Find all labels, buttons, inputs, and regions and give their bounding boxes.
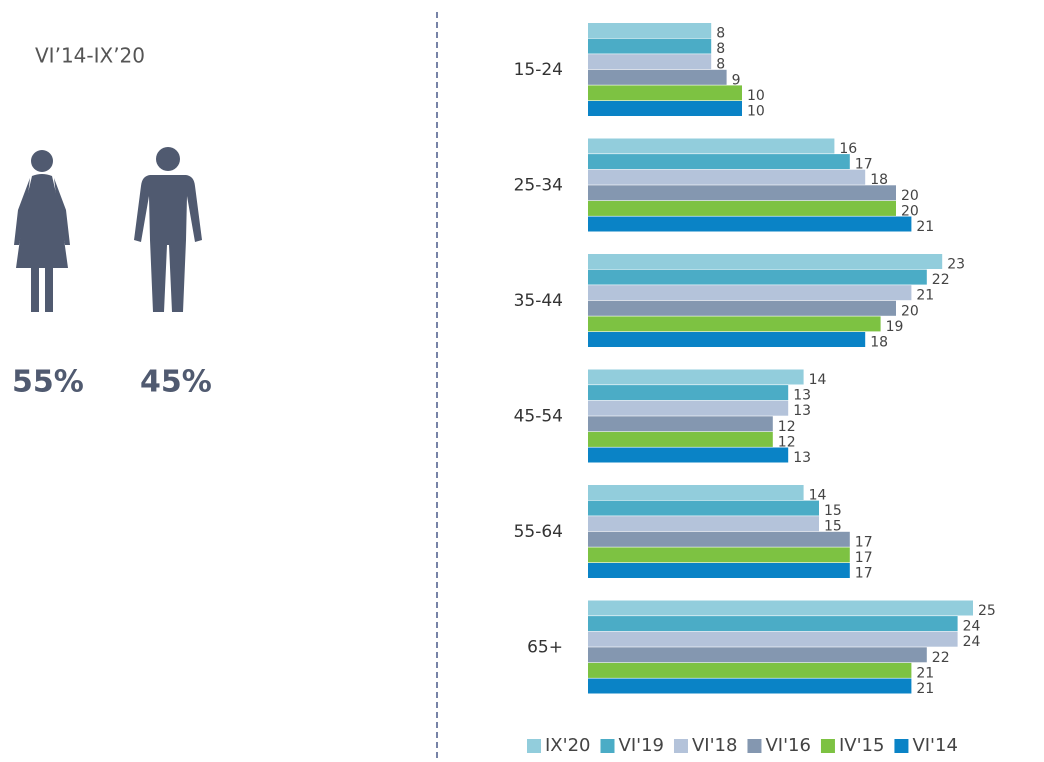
legend-label: IV'15	[839, 735, 884, 756]
value-label: 15	[824, 503, 842, 519]
value-label: 12	[778, 419, 796, 435]
value-label: 14	[809, 488, 827, 504]
bar	[588, 647, 927, 663]
bar	[588, 616, 958, 632]
value-label: 21	[916, 681, 934, 697]
category-label: 25-34	[514, 175, 563, 195]
value-label: 23	[947, 257, 965, 273]
value-label: 17	[855, 157, 873, 173]
value-label: 8	[716, 57, 725, 73]
value-label: 22	[932, 650, 950, 666]
bar	[588, 563, 850, 578]
value-label: 20	[901, 188, 919, 204]
bar	[588, 416, 773, 432]
bar	[588, 662, 912, 678]
bar	[588, 69, 727, 85]
bar	[588, 169, 866, 185]
bar	[588, 300, 896, 316]
bar	[588, 101, 742, 116]
category-label: 45-54	[514, 406, 563, 426]
category-label: 65+	[527, 637, 563, 657]
value-label: 22	[932, 272, 950, 288]
value-label: 17	[855, 566, 873, 582]
bar	[588, 600, 973, 616]
legend-swatch	[747, 739, 762, 753]
male-icon	[134, 147, 202, 312]
bar	[588, 547, 850, 563]
period-title: VI’14-IX’20	[35, 44, 145, 68]
bar	[588, 385, 789, 401]
value-label: 16	[839, 141, 857, 157]
category-label: 35-44	[514, 291, 563, 311]
legend-swatch	[527, 739, 541, 753]
bar	[588, 185, 896, 201]
legend-swatch	[820, 739, 835, 753]
bar	[588, 447, 789, 463]
bar	[588, 54, 712, 70]
value-label: 10	[747, 88, 765, 104]
value-label: 17	[855, 550, 873, 566]
value-label: 18	[870, 335, 888, 351]
bar	[588, 316, 881, 332]
value-label: 19	[886, 319, 904, 335]
female-icon	[14, 150, 70, 312]
value-label: 13	[793, 450, 811, 466]
value-label: 8	[716, 41, 725, 57]
bar	[588, 369, 804, 385]
value-label: 24	[963, 634, 981, 650]
value-label: 15	[824, 519, 842, 535]
bar	[588, 38, 712, 54]
legend-label: VI'16	[765, 735, 810, 756]
legend-label: VI'14	[912, 735, 957, 756]
bar	[588, 138, 835, 154]
value-label: 25	[978, 603, 996, 619]
bar	[588, 332, 866, 347]
bar	[588, 678, 912, 694]
bar	[588, 400, 789, 416]
value-label: 13	[793, 388, 811, 404]
bar	[588, 500, 819, 516]
bar	[588, 200, 896, 216]
legend-label: VI'19	[619, 735, 664, 756]
bar	[588, 23, 712, 38]
bar	[588, 485, 804, 500]
value-label: 21	[916, 288, 934, 304]
bar	[588, 431, 773, 447]
value-label: 20	[901, 303, 919, 319]
legend-label: VI'18	[692, 735, 737, 756]
value-label: 14	[809, 372, 827, 388]
male-share: 45%	[140, 365, 212, 400]
female-share: 55%	[12, 365, 84, 400]
category-label: 55-64	[514, 522, 563, 542]
bar	[588, 216, 912, 232]
legend-label: IX'20	[545, 735, 591, 756]
value-label: 8	[716, 26, 725, 42]
value-label: 21	[916, 665, 934, 681]
bar	[588, 254, 943, 269]
legend-swatch	[600, 739, 615, 753]
value-label: 12	[778, 434, 796, 450]
value-label: 17	[855, 534, 873, 550]
legend-swatch	[894, 739, 909, 753]
value-label: 24	[963, 619, 981, 635]
value-label: 21	[916, 219, 934, 235]
category-label: 15-24	[514, 60, 563, 80]
bar	[588, 531, 850, 547]
bar	[588, 154, 850, 170]
value-label: 20	[901, 203, 919, 219]
bar	[588, 631, 958, 647]
bar	[588, 285, 912, 301]
bar	[588, 516, 819, 532]
value-label: 10	[747, 104, 765, 120]
legend-swatch	[673, 739, 688, 753]
value-label: 9	[732, 72, 741, 88]
value-label: 13	[793, 403, 811, 419]
bar	[588, 85, 742, 101]
bar	[588, 269, 927, 285]
value-label: 18	[870, 172, 888, 188]
